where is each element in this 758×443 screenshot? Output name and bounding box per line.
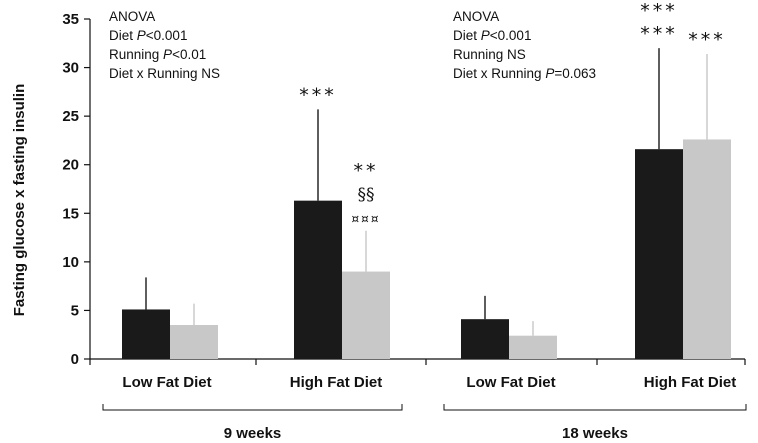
y-tick-label: 35 [62,11,79,28]
anova-segment: Running NS [453,47,526,62]
bar-running [170,325,218,359]
significance-mark: §§ [358,185,375,205]
bar-running [509,335,557,359]
anova-line: ANOVA [453,9,499,24]
anova-segment: <0.01 [172,47,206,62]
group-label: 18 weeks [562,425,628,442]
y-tick-label: 5 [71,302,79,319]
anova-segment: Diet x Running [453,66,545,81]
category-label: High Fat Diet [290,374,383,391]
anova-line: Diet P<0.001 [453,28,531,43]
anova-line: ANOVA [109,9,155,24]
bar-sedentary [635,149,683,359]
anova-segment: Diet [453,28,481,43]
significance-mark: ¤¤¤ [352,212,381,226]
anova-segment: Running [109,47,163,62]
group-label: 9 weeks [224,425,282,442]
bar-sedentary [461,319,509,359]
y-tick-label: 10 [62,254,79,271]
anova-segment: P [137,28,146,43]
category-label: Low Fat Diet [122,374,211,391]
y-tick-label: 20 [62,157,79,174]
bars [122,48,731,359]
anova-segment: Diet x Running NS [109,66,220,81]
anova-segment: <0.001 [490,28,532,43]
anova-segment: ANOVA [453,9,499,24]
anova-line: Running NS [453,47,526,62]
anova-line: Diet x Running P=0.063 [453,66,596,81]
bar-running [342,271,390,359]
y-tick-label: 25 [62,108,79,125]
significance-mark: *** [640,23,678,45]
anova-segment: ANOVA [109,9,155,24]
bar-sedentary [122,309,170,359]
y-tick-label: 30 [62,60,79,77]
group-bracket [443,404,747,411]
bar-running [683,139,731,359]
anova-line: Running P<0.01 [109,47,206,62]
category-label: High Fat Diet [644,374,737,391]
anova-line: Diet P<0.001 [109,28,187,43]
anova-segment: =0.063 [554,66,596,81]
significance-mark: *** [640,0,678,22]
bar-sedentary [294,200,342,359]
anova-segment: P [163,47,172,62]
anova-segment: P [481,28,490,43]
anova-segment: <0.001 [146,28,188,43]
significance-mark: *** [299,84,337,106]
y-axis-title: Fasting glucose x fasting insulin [11,84,28,317]
y-axis-title-group: Fasting glucose x fasting insulin [11,84,28,317]
y-tick-label: 15 [62,205,79,222]
significance-mark: ** [354,160,379,182]
anova-segment: Diet [109,28,137,43]
y-tick-label: 0 [71,351,79,368]
category-label: Low Fat Diet [466,374,555,391]
significance-mark: *** [688,29,726,51]
group-bracket [102,404,403,411]
anova-line: Diet x Running NS [109,66,220,81]
anova-segment: P [545,66,554,81]
